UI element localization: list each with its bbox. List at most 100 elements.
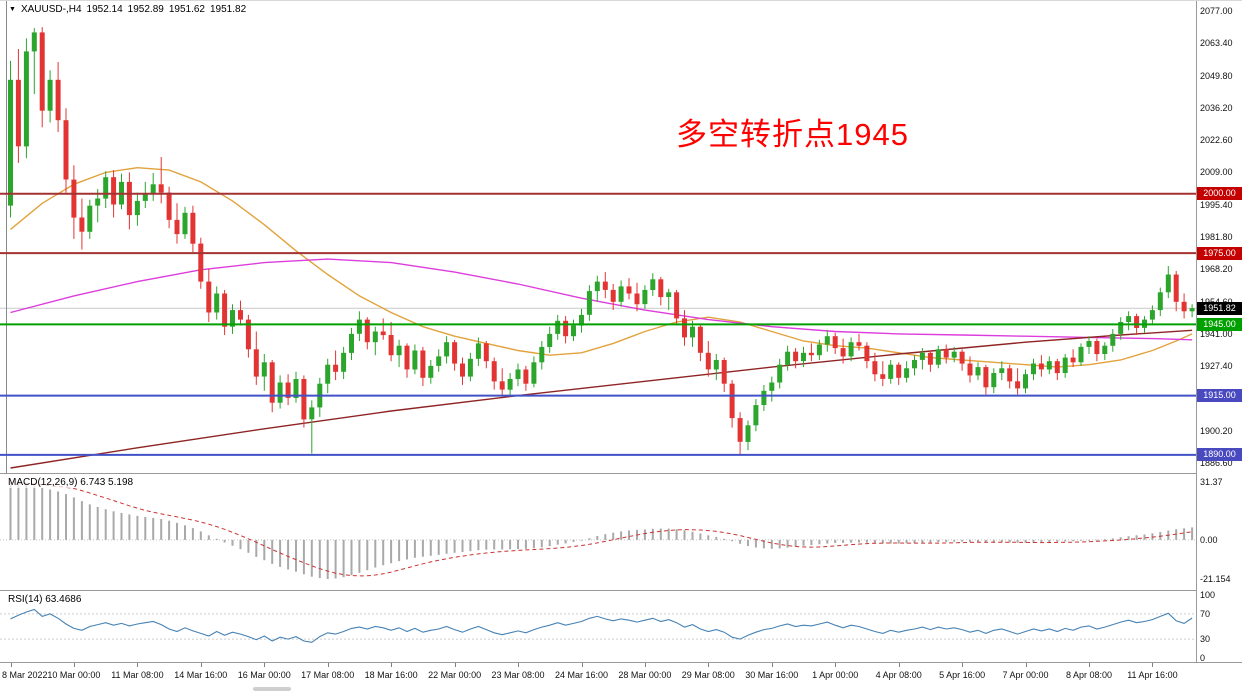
- candle-body: [103, 177, 109, 199]
- time-label: 14 Mar 16:00: [174, 670, 228, 680]
- candle-body: [1046, 361, 1052, 370]
- candle-body: [8, 79, 13, 206]
- candlestick-plot[interactable]: [0, 1, 1196, 473]
- rsi-tick-label: 30: [1200, 634, 1211, 645]
- candle-body: [547, 333, 553, 347]
- time-label: 1 Apr 00:00: [812, 670, 859, 680]
- chart-title-bar: ▼ XAUUSD-,H4 1952.14 1952.89 1951.62 195…: [7, 4, 249, 15]
- chart-annotation[interactable]: 多空转折点1945: [676, 117, 909, 152]
- scrollbar-thumb[interactable]: [253, 687, 291, 691]
- candle-body: [420, 350, 426, 378]
- candle-body: [1086, 341, 1092, 347]
- candle-body: [277, 382, 283, 403]
- candle-body: [333, 364, 339, 372]
- candle-body: [1102, 345, 1108, 354]
- price-tick-label: 2022.60: [1200, 135, 1233, 146]
- candle-body: [285, 382, 291, 398]
- macd-histogram: [9, 481, 1194, 579]
- main-chart-panel[interactable]: ▼ XAUUSD-,H4 1952.14 1952.89 1951.62 195…: [0, 1, 1196, 473]
- candle-body: [571, 325, 576, 337]
- candle-body: [1181, 301, 1187, 312]
- candle-body: [238, 310, 243, 320]
- candle-body: [499, 381, 505, 390]
- time-tick: [644, 663, 646, 667]
- ohlc-high-value: 1952.89: [127, 4, 164, 15]
- candle-body: [880, 374, 886, 379]
- candle-body: [769, 382, 775, 391]
- candle-body: [23, 51, 29, 147]
- price-tick-label: 1941.00: [1200, 328, 1233, 339]
- ohlc-low-value: 1951.62: [168, 4, 205, 15]
- price-tick-label: 1954.60: [1200, 297, 1233, 307]
- time-tick: [1089, 663, 1090, 667]
- candle-body: [785, 351, 791, 365]
- rsi-panel[interactable]: RSI(14) 63.4686: [0, 590, 1196, 662]
- candle-body: [460, 363, 465, 377]
- time-tick: [962, 663, 964, 667]
- candle-body: [634, 293, 640, 305]
- ma-slow-line[interactable]: [10, 329, 1193, 469]
- ma-mid-line[interactable]: [10, 258, 1193, 341]
- price-tick-label: 1995.40: [1200, 199, 1233, 210]
- candle-body: [816, 344, 822, 356]
- rsi-tick-label: 0: [1200, 653, 1206, 663]
- candle-body: [586, 291, 592, 315]
- time-axis[interactable]: 8 Mar 2022 10 Mar 00:00 11 Mar 08:00 14 Mar…: [0, 662, 1242, 692]
- candle-body: [1062, 357, 1068, 373]
- candle-body: [166, 192, 172, 220]
- macd-tick-label: 31.37: [1200, 477, 1223, 487]
- candle-body: [491, 361, 497, 382]
- candle-body: [87, 205, 93, 232]
- macd-panel[interactable]: MACD(12,26,9) 6.743 5.198: [0, 473, 1196, 590]
- candle-body: [531, 362, 537, 384]
- candle-body: [380, 331, 386, 336]
- time-tick: [264, 663, 266, 667]
- macd-tick-label: 0.00: [1200, 534, 1218, 545]
- time-tick: [1152, 663, 1154, 667]
- candle-body: [872, 361, 878, 375]
- ma-fast-line[interactable]: [10, 166, 1193, 368]
- candle-body: [745, 425, 751, 442]
- candle-body: [967, 363, 973, 376]
- candle-body: [452, 342, 458, 364]
- price-level-tag: 1915.00: [1197, 389, 1242, 403]
- candle-body: [301, 379, 307, 420]
- macd-plot[interactable]: [0, 474, 1196, 590]
- candle-body: [753, 405, 759, 426]
- macd-tick-label: -21.154: [1200, 574, 1231, 584]
- candle-body: [705, 352, 711, 370]
- price-tick-label: 1981.80: [1200, 232, 1233, 242]
- time-label: 8 Mar 2022: [2, 670, 48, 680]
- time-tick: [454, 663, 456, 667]
- candle-body: [198, 243, 204, 282]
- candle-body: [555, 320, 561, 334]
- candle-body: [142, 193, 148, 201]
- time-tick: [708, 663, 710, 667]
- time-label: 22 Mar 00:00: [428, 670, 482, 680]
- time-tick: [771, 663, 773, 667]
- rsi-plot[interactable]: [0, 591, 1196, 662]
- candle-body: [1070, 357, 1076, 363]
- time-label: 16 Mar 00:00: [237, 670, 291, 680]
- candle-body: [39, 32, 45, 111]
- candle-body: [388, 335, 394, 356]
- price-tick-label: 2036.20: [1200, 102, 1233, 113]
- candle-body: [1134, 316, 1140, 328]
- price-level-tag: 1945.00: [1197, 317, 1242, 331]
- time-tick: [1025, 663, 1027, 667]
- candle-body: [927, 352, 933, 365]
- time-tick: [518, 663, 519, 667]
- price-tick-label: 1968.20: [1200, 264, 1233, 275]
- candle-body: [206, 281, 212, 313]
- price-axis[interactable]: 2077.00 2063.40 2049.80 2036.20 2022.60 2009.…: [1196, 1, 1242, 663]
- candle-body: [349, 333, 354, 353]
- time-label: 8 Apr 08:00: [1065, 670, 1113, 680]
- candle-body: [808, 352, 814, 356]
- candle-body: [515, 369, 521, 379]
- symbol-dropdown-icon[interactable]: ▼: [9, 5, 16, 13]
- candle-body: [999, 368, 1005, 373]
- candle-body: [182, 212, 188, 235]
- time-tick: [327, 663, 329, 667]
- candle-body: [309, 407, 315, 420]
- candle-body: [396, 345, 402, 356]
